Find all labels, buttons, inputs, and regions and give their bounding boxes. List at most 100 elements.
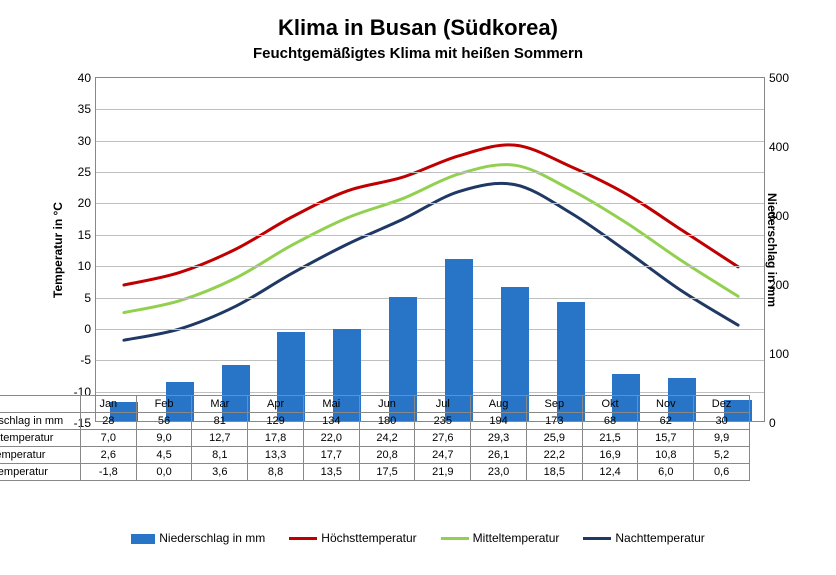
chart-area: Temperatur in °C Niederschlag in mm -15-… [15,77,821,422]
ytick-left: 15 [61,228,91,242]
legend-item: Niederschlag in mm [131,531,265,545]
table-cell: Nov [638,396,694,413]
ytick-right: 400 [769,140,804,154]
table-cell: 9,0 [136,430,192,447]
legend-line-icon [583,537,611,540]
table-cell: Dez [694,396,750,413]
table-cell: 21,5 [582,430,638,447]
legend-label: Nachttemperatur [615,531,704,545]
ytick-left: -5 [61,353,91,367]
table-cell: 129 [248,413,304,430]
table-cell: 3,6 [192,464,248,481]
table-cell: 18,5 [526,464,582,481]
table-row-header [0,396,80,413]
y-axis-label-left: Temperatur in °C [51,202,65,298]
table-cell: 12,4 [582,464,638,481]
legend-label: Höchsttemperatur [321,531,416,545]
ytick-left: 0 [61,322,91,336]
ytick-left: 20 [61,196,91,210]
table-cell: 24,7 [415,447,471,464]
ytick-left: 40 [61,71,91,85]
table-cell: Sep [526,396,582,413]
plot-area: -15-10-505101520253035400100200300400500 [95,77,765,422]
ytick-right: 300 [769,209,804,223]
table-cell: Jul [415,396,471,413]
data-table: JanFebMarAprMaiJunJulAugSepOktNovDez Nied… [0,395,750,481]
table-cell: 17,8 [248,430,304,447]
table-cell: 16,9 [582,447,638,464]
table-cell: 21,9 [415,464,471,481]
table-cell: 4,5 [136,447,192,464]
table-cell: 10,8 [638,447,694,464]
legend-bar-icon [131,534,155,544]
table-cell: Apr [248,396,304,413]
table-cell: 26,1 [471,447,527,464]
table-row-header: Nachttemperatur [0,464,80,481]
legend-line-icon [289,537,317,540]
legend-item: Nachttemperatur [583,531,704,545]
ytick-right: 0 [769,416,804,430]
table-cell: 56 [136,413,192,430]
chart-title: Klima in Busan (Südkorea) [15,15,821,41]
legend-label: Niederschlag in mm [159,531,265,545]
line-mean-temp [124,165,738,313]
climate-chart-container: Klima in Busan (Südkorea) Feuchtgemäßigt… [0,0,836,575]
table-cell: 235 [415,413,471,430]
ytick-right: 500 [769,71,804,85]
table-cell: 81 [192,413,248,430]
table-cell: 0,0 [136,464,192,481]
table-cell: 23,0 [471,464,527,481]
table-cell: 0,6 [694,464,750,481]
table-row-header: Mitteltemperatur [0,447,80,464]
table-cell: 13,5 [303,464,359,481]
table-cell: 17,7 [303,447,359,464]
table-cell: 7,0 [80,430,136,447]
table-cell: 194 [471,413,527,430]
table-cell: 25,9 [526,430,582,447]
legend: Niederschlag in mm Höchsttemperatur Mittel… [0,530,836,545]
legend-label: Mitteltemperatur [473,531,560,545]
table-cell: 15,7 [638,430,694,447]
table-row-header: Höchsttemperatur [0,430,80,447]
table-cell: 134 [303,413,359,430]
table-cell: 24,2 [359,430,415,447]
table-cell: 28 [80,413,136,430]
table-cell: Jan [80,396,136,413]
table-cell: 13,3 [248,447,304,464]
table-cell: Mai [303,396,359,413]
table-cell: Jun [359,396,415,413]
ytick-left: 5 [61,291,91,305]
chart-subtitle: Feuchtgemäßigtes Klima mit heißen Sommer… [15,45,821,62]
table-cell: 9,9 [694,430,750,447]
table-cell: 8,1 [192,447,248,464]
table-cell: 2,6 [80,447,136,464]
table-cell: 12,7 [192,430,248,447]
table-cell: Aug [471,396,527,413]
table-row-header: Niederschlag in mm [0,413,80,430]
table-cell: 173 [526,413,582,430]
legend-item: Mitteltemperatur [441,531,560,545]
table-cell: Feb [136,396,192,413]
table-cell: 17,5 [359,464,415,481]
table-cell: Okt [582,396,638,413]
table-cell: 6,0 [638,464,694,481]
ytick-right: 200 [769,278,804,292]
ytick-right: 100 [769,347,804,361]
legend-line-icon [441,537,469,540]
table-cell: 20,8 [359,447,415,464]
table-cell: 68 [582,413,638,430]
ytick-left: 35 [61,102,91,116]
table-cell: -1,8 [80,464,136,481]
ytick-left: 25 [61,165,91,179]
table-cell: 180 [359,413,415,430]
ytick-left: 30 [61,134,91,148]
table-cell: 27,6 [415,430,471,447]
ytick-left: 10 [61,259,91,273]
table-cell: Mar [192,396,248,413]
table-cell: 22,2 [526,447,582,464]
table-cell: 62 [638,413,694,430]
table-cell: 8,8 [248,464,304,481]
legend-item: Höchsttemperatur [289,531,416,545]
line-series-svg [96,78,766,423]
table-cell: 30 [694,413,750,430]
